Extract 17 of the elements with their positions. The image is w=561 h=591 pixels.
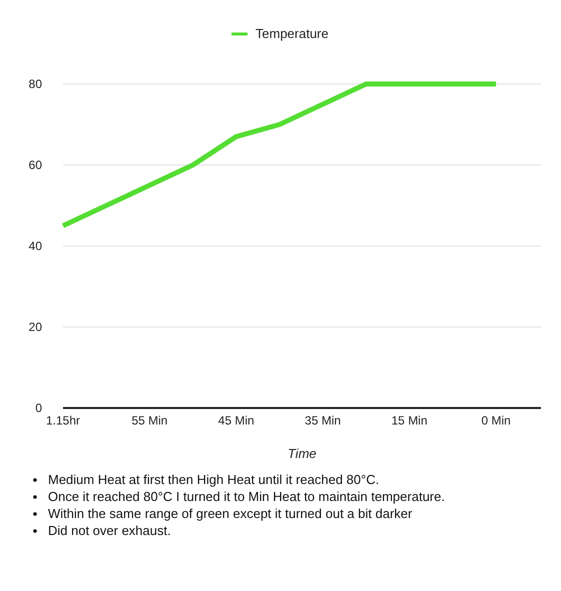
y-tick-label: 60 — [28, 158, 42, 172]
y-tick-label: 0 — [35, 400, 42, 415]
x-tick-label: 45 Min — [218, 414, 254, 428]
y-tick-label: 80 — [28, 76, 42, 91]
text: Medium Heat at first then High Heat until it reached 80°C. — [48, 472, 380, 487]
y-tick-label: 40 — [28, 238, 42, 253]
legend-label: Temperature — [256, 26, 328, 41]
text: Once it reached 80°C I turned it to Min Heat to maintain temperature. — [48, 489, 445, 504]
x-tick-label: 35 Min — [304, 414, 341, 428]
x-tick-label: 0 Min — [481, 414, 511, 428]
x-tick-label: 1.15hr — [46, 414, 80, 428]
x-tick-label: 55 Min — [132, 414, 168, 428]
text: Did not over exhaust. — [48, 523, 171, 538]
x-axis-title: Time — [288, 446, 316, 461]
y-tick-label: 20 — [28, 320, 42, 334]
x-tick-label: 15 Min — [391, 414, 428, 428]
text: Within the same range of green except it turned out a bit darker — [48, 506, 413, 521]
